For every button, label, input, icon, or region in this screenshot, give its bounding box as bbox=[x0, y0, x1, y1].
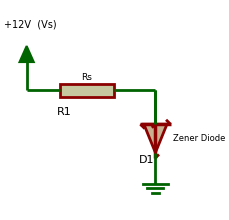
Text: +12V  (Vs): +12V (Vs) bbox=[4, 19, 57, 29]
Bar bbox=[60, 84, 114, 97]
Text: Zener Diode: Zener Diode bbox=[173, 134, 226, 143]
Text: R1: R1 bbox=[57, 107, 72, 117]
Text: D1: D1 bbox=[139, 155, 154, 165]
Text: Rs: Rs bbox=[82, 73, 93, 82]
Polygon shape bbox=[19, 46, 34, 62]
Polygon shape bbox=[144, 124, 167, 153]
